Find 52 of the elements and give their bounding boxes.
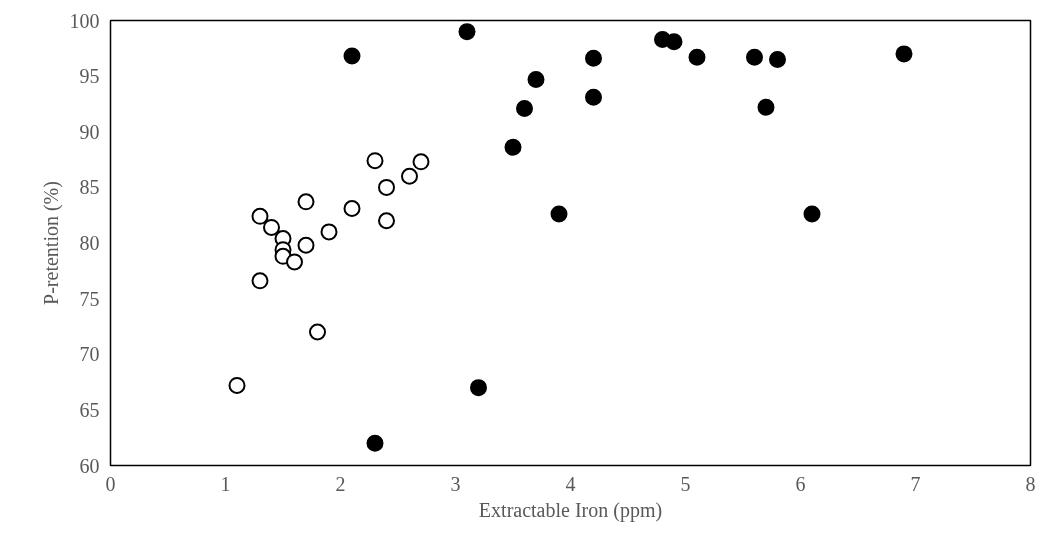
point <box>366 152 384 170</box>
point <box>343 47 361 65</box>
x-tick-label: 7 <box>910 472 921 495</box>
point <box>309 323 326 341</box>
point <box>378 178 395 196</box>
y-tick-label: 80 <box>79 232 100 254</box>
point <box>803 205 821 223</box>
point <box>401 167 418 185</box>
point <box>895 45 913 63</box>
y-tick-label: 100 <box>69 9 100 32</box>
point <box>297 193 315 211</box>
point <box>263 218 280 236</box>
point <box>251 272 269 290</box>
point <box>504 138 522 156</box>
point <box>297 236 315 254</box>
point <box>550 205 568 223</box>
point <box>585 49 602 67</box>
point <box>286 253 303 271</box>
point <box>688 48 706 66</box>
x-axis-title: Extractable Iron (ppm) <box>478 498 663 522</box>
y-tick-label: 65 <box>79 398 100 421</box>
x-tick-label: 4 <box>565 472 576 495</box>
point <box>585 88 602 106</box>
point <box>251 207 269 225</box>
y-tick-label: 75 <box>79 287 100 310</box>
point <box>516 99 533 117</box>
x-tick-label: 0 <box>105 472 116 495</box>
point <box>320 223 338 241</box>
x-tick-label: 1 <box>220 472 231 495</box>
y-tick-label: 60 <box>79 454 100 477</box>
x-tick-label: 3 <box>450 472 461 495</box>
x-tick-label: 6 <box>795 472 806 495</box>
x-tick-label: 8 <box>1025 472 1036 495</box>
y-tick-label: 85 <box>79 176 100 199</box>
point <box>527 70 545 88</box>
point <box>378 212 395 230</box>
point <box>343 200 361 217</box>
point <box>757 98 775 116</box>
point <box>769 50 786 68</box>
point <box>228 376 246 394</box>
y-tick-label: 95 <box>79 65 100 88</box>
point <box>470 379 487 397</box>
point <box>366 434 384 452</box>
x-tick-label: 5 <box>680 472 691 495</box>
y-axis-title: P-retention (%) <box>39 181 63 305</box>
point <box>746 48 763 66</box>
point <box>412 153 430 171</box>
point <box>665 33 683 51</box>
x-tick-label: 2 <box>335 472 346 495</box>
y-tick-label: 90 <box>79 120 100 143</box>
y-tick-label: 70 <box>79 343 100 366</box>
point <box>458 23 476 41</box>
